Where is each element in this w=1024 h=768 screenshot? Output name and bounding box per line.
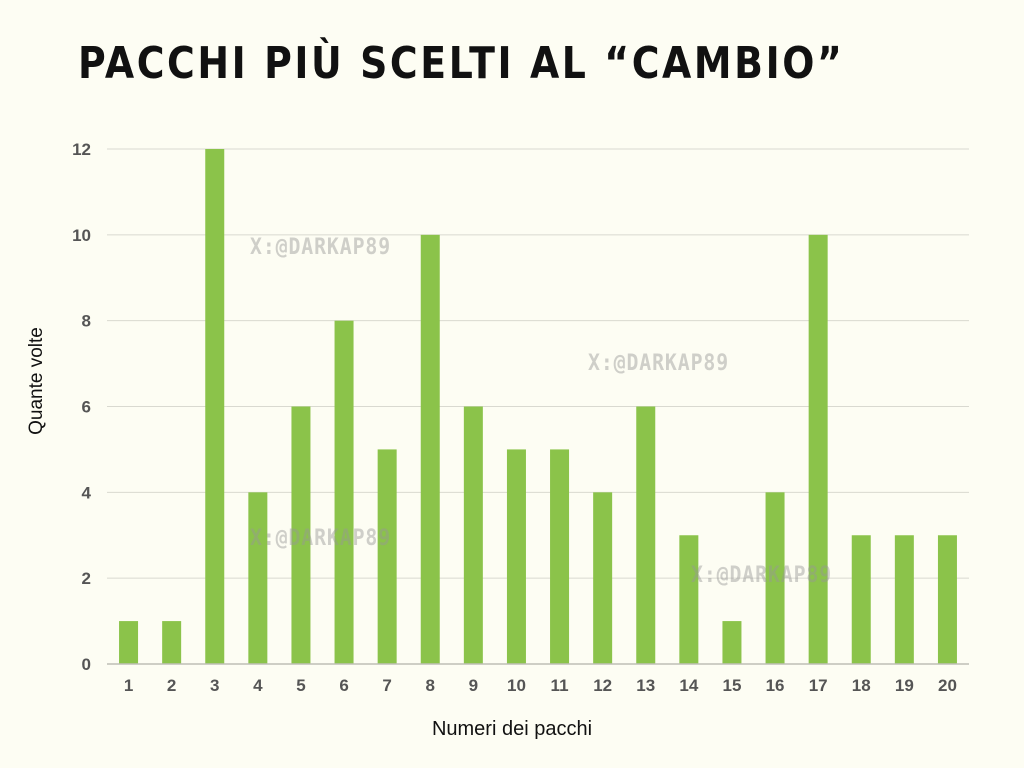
- bar: [808, 234, 828, 665]
- y-tick-label: 12: [72, 140, 91, 159]
- x-tick-label: 4: [253, 676, 263, 695]
- x-tick-label: 10: [507, 676, 526, 695]
- bar: [334, 320, 354, 664]
- chart-title: PACCHI PIÙ SCELTI AL “CAMBIO”: [78, 38, 845, 89]
- x-tick-label: 18: [852, 676, 871, 695]
- bar: [291, 406, 311, 664]
- bar: [894, 535, 914, 664]
- bar: [937, 535, 957, 664]
- x-tick-label: 2: [167, 676, 176, 695]
- x-axis-label: Numeri dei pacchi: [431, 718, 593, 740]
- x-tick-label: 11: [551, 676, 569, 695]
- x-tick-label: 17: [809, 676, 828, 695]
- bar: [506, 449, 526, 664]
- bar: [722, 621, 742, 664]
- x-tick-label: 20: [938, 676, 957, 695]
- x-tick-label: 19: [895, 676, 914, 695]
- y-tick-label: 0: [82, 655, 91, 674]
- bar: [679, 535, 699, 664]
- x-tick-label: 5: [296, 676, 305, 695]
- bar: [463, 406, 483, 664]
- bar: [248, 492, 268, 664]
- x-tick-label: 3: [210, 676, 219, 695]
- x-tick-label: 7: [382, 676, 391, 695]
- x-tick-label: 9: [469, 676, 478, 695]
- bar: [593, 492, 613, 664]
- watermark-text: X:@DARKAP89: [250, 526, 392, 551]
- x-tick-label: 13: [636, 676, 655, 695]
- watermark-text: X:@DARKAP89: [691, 563, 833, 588]
- bar: [119, 621, 139, 664]
- x-tick-label: 15: [722, 676, 741, 695]
- y-tick-label: 10: [72, 226, 91, 245]
- y-tick-label: 4: [82, 483, 92, 502]
- y-axis-label: Quante volte: [26, 327, 47, 435]
- y-tick-label: 2: [82, 569, 91, 588]
- x-tick-label: 14: [679, 676, 698, 695]
- x-tick-label: 16: [766, 676, 785, 695]
- watermark-text: X:@DARKAP89: [250, 235, 392, 260]
- bar: [550, 449, 570, 664]
- bar: [377, 449, 397, 664]
- x-tick-label: 1: [124, 676, 133, 695]
- x-tick-label: 6: [339, 676, 348, 695]
- watermark-text: X:@DARKAP89: [588, 351, 730, 376]
- bar: [765, 492, 785, 664]
- y-tick-label: 6: [82, 398, 91, 417]
- bar: [205, 149, 225, 664]
- bar: [851, 535, 871, 664]
- bar: [162, 621, 182, 664]
- x-tick-label: 8: [426, 676, 435, 695]
- bar: [636, 406, 656, 664]
- bar: [420, 234, 440, 665]
- x-tick-label: 12: [593, 676, 612, 695]
- y-tick-label: 8: [82, 312, 91, 331]
